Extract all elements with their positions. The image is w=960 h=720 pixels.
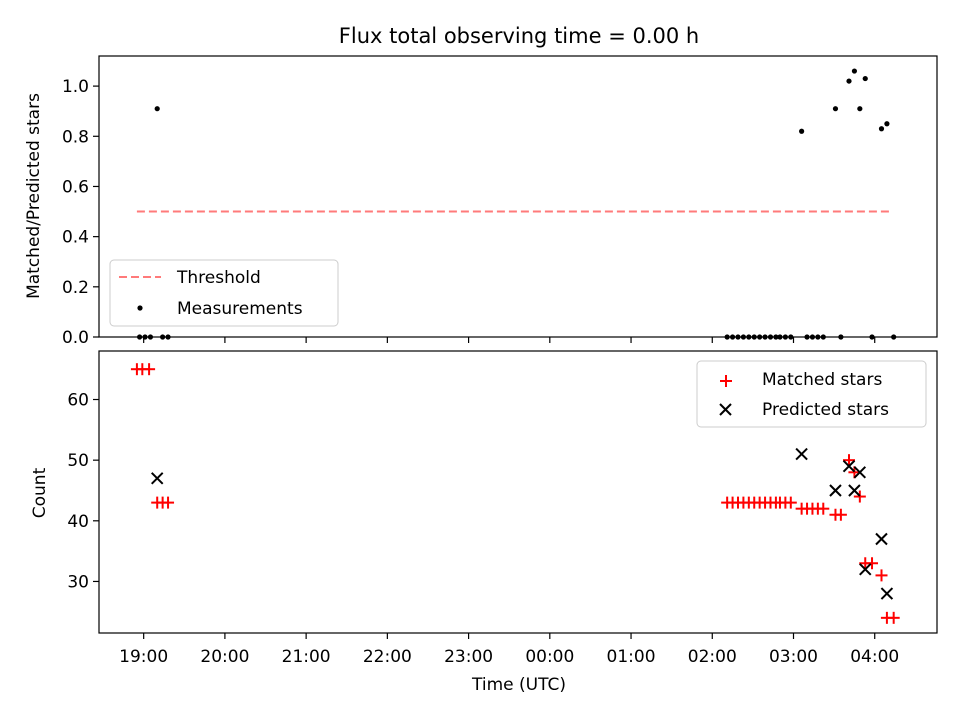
x-tick-label: 01:00 [607,647,656,667]
measurement-point [862,75,868,82]
x-tick-label: 04:00 [850,647,899,667]
x-tick-label: 20:00 [200,647,249,667]
bottom-y-tick-label: 30 [67,572,89,592]
bottom-y-tick-label: 50 [67,451,89,471]
predicted-star-point [853,466,867,479]
bottom-panel: 30 40 50 60 19:00 20:00 21:00 22:00 23:00 00:00 0… [30,350,938,695]
x-tick-label: 21:00 [282,647,331,667]
top-axes-frame [98,55,938,338]
predicted-star-point [842,460,856,473]
measurement-point [857,106,863,112]
predicted-star-point [151,472,164,485]
bottom-y-axis-label: Count [30,467,50,518]
top-panel: 0.0 0.2 0.4 0.6 0.8 1.0 Matched/Predicted sta… [24,55,938,348]
measurement-point [832,106,839,112]
legend-matched-swatch [720,375,732,387]
measurement-point [884,121,890,127]
bottom-axes-frame [98,350,938,634]
matched-star-point [143,363,156,376]
matched-star-point [875,569,888,582]
bottom-y-tick-label: 40 [67,512,89,532]
x-tick-label: 03:00 [769,647,818,667]
measurement-point [154,106,160,112]
top-x-ticks [143,337,876,343]
matched-star-point [162,496,175,509]
predicted-star-point [829,484,842,497]
chart-title: Flux total observing time = 0.00 h [339,24,699,48]
predicted-star-point [875,532,888,546]
top-y-axis-label: Matched/Predicted stars [24,93,44,299]
predicted-star-point [859,563,872,576]
top-y-ticks: 0.0 0.2 0.4 0.6 0.8 1.0 [62,77,99,348]
x-tick-label: 00:00 [525,647,574,667]
legend-predicted-label: Predicted stars [762,400,889,420]
matched-star-point [834,508,847,521]
predicted-star-point [795,447,808,461]
measurement-point [851,68,858,74]
predicted-star-point [848,484,861,497]
measurement-point [878,126,885,132]
top-y-tick-label: 0.4 [62,228,89,248]
bottom-x-ticks: 19:00 20:00 21:00 22:00 23:00 00:00 01:00 02:00… [119,633,899,667]
predicted-star-point [880,587,894,600]
top-y-tick-label: 1.0 [62,77,89,97]
top-y-tick-label: 0.0 [62,328,89,348]
legend-measurements-swatch [137,305,143,311]
matched-star-point [817,502,830,515]
measurement-point [799,128,805,134]
bottom-legend: Matched stars Predicted stars [696,360,927,428]
matched-star-point [887,611,900,624]
matched-star-point [866,557,879,570]
top-y-tick-label: 0.8 [62,127,89,147]
matched-star-point [853,490,866,503]
x-tick-label: 19:00 [119,647,168,667]
measurement-point [846,78,852,84]
legend-predicted-swatch [719,403,732,416]
bottom-legend-box [696,360,927,428]
top-legend: Threshold Measurements [109,259,339,327]
x-tick-label: 22:00 [363,647,412,667]
legend-threshold-label: Threshold [176,268,261,288]
matched-star-point [848,466,861,479]
bottom-points-layer [130,363,900,624]
x-tick-label: 23:00 [444,647,493,667]
top-legend-box [109,259,339,327]
legend-matched-label: Matched stars [762,370,882,390]
x-axis-label: Time (UTC) [471,675,566,695]
matched-star-point [784,496,797,509]
x-tick-label: 02:00 [688,647,737,667]
legend-measurements-label: Measurements [177,299,303,319]
bottom-y-ticks: 30 40 50 60 [67,391,99,592]
bottom-y-tick-label: 60 [67,391,89,411]
matched-star-point [843,454,856,467]
top-y-tick-label: 0.2 [62,278,89,298]
top-y-tick-label: 0.6 [62,177,89,197]
